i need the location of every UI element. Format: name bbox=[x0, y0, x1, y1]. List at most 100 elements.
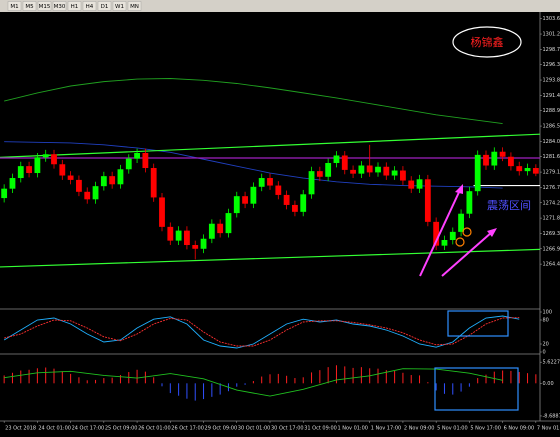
candle-body bbox=[425, 179, 431, 222]
toolbar-label[interactable]: H4 bbox=[86, 4, 94, 10]
bar bbox=[145, 372, 146, 384]
bar bbox=[378, 369, 379, 384]
candle-body bbox=[159, 197, 165, 226]
candle-body bbox=[309, 171, 315, 194]
candle-body bbox=[167, 227, 173, 241]
bar bbox=[87, 380, 88, 383]
candle-body bbox=[34, 157, 40, 173]
bar bbox=[411, 375, 412, 383]
y-tick-label: 0 bbox=[543, 350, 546, 356]
candle-body bbox=[375, 167, 381, 173]
author-label: 杨锦鑫 bbox=[471, 35, 504, 49]
bar bbox=[186, 383, 187, 398]
bar bbox=[486, 375, 487, 384]
candle-body bbox=[442, 240, 448, 246]
candle-body bbox=[334, 155, 340, 163]
candle-body bbox=[242, 196, 248, 204]
y-tick-label: 100 bbox=[543, 310, 553, 316]
candle-body bbox=[1, 189, 7, 198]
candle-body bbox=[93, 186, 99, 199]
x-tick-label: 30 Oct 17:00 bbox=[271, 426, 304, 432]
y-tick-label: 80 bbox=[543, 318, 549, 324]
y-tick-label: 1281.60 bbox=[543, 154, 560, 160]
x-tick-label: 26 Oct 17:00 bbox=[171, 426, 204, 432]
x-tick-label: 30 Oct 01:00 bbox=[238, 426, 271, 432]
bar bbox=[20, 371, 21, 384]
toolbar-label[interactable]: M15 bbox=[39, 4, 51, 10]
candle-body bbox=[84, 192, 90, 200]
toolbar-label[interactable]: M5 bbox=[25, 4, 34, 10]
y-tick-label: 1296.30 bbox=[543, 62, 560, 68]
bar bbox=[477, 378, 478, 383]
bar bbox=[510, 371, 511, 383]
bar bbox=[344, 366, 345, 383]
bar bbox=[494, 372, 495, 384]
x-tick-label: 5 Nov 01:00 bbox=[437, 426, 468, 432]
bar bbox=[12, 373, 13, 384]
bar bbox=[502, 371, 503, 384]
y-tick-label: 1286.50 bbox=[543, 124, 560, 130]
toolbar-label[interactable]: W1 bbox=[115, 4, 124, 10]
bar bbox=[253, 381, 254, 383]
bar bbox=[436, 383, 437, 390]
candle-body bbox=[226, 213, 232, 233]
x-tick-label: 2 Nov 09:00 bbox=[404, 426, 435, 432]
bar bbox=[303, 377, 304, 383]
candle-body bbox=[134, 153, 140, 159]
y-tick-label: -8.6887 bbox=[543, 413, 560, 419]
bar bbox=[236, 383, 237, 386]
candle-body bbox=[209, 224, 215, 239]
toolbar-label[interactable]: M30 bbox=[54, 4, 66, 10]
bar bbox=[353, 368, 354, 383]
candle-body bbox=[275, 186, 281, 195]
x-tick-label: 24 Oct 01:00 bbox=[38, 426, 71, 432]
x-tick-label: 24 Oct 17:00 bbox=[72, 426, 105, 432]
bar bbox=[153, 377, 154, 383]
candle-body bbox=[450, 232, 456, 240]
bar bbox=[319, 370, 320, 383]
candle-body bbox=[533, 168, 539, 174]
toolbar-label[interactable]: M1 bbox=[10, 4, 18, 10]
candle-body bbox=[392, 171, 398, 176]
candle-body bbox=[68, 176, 74, 180]
candle-body bbox=[516, 166, 522, 171]
bar bbox=[112, 378, 113, 384]
y-tick-label: 0.00 bbox=[543, 381, 554, 387]
candle-body bbox=[101, 176, 107, 186]
candle-body bbox=[525, 168, 531, 171]
candle-body bbox=[325, 163, 331, 177]
bar bbox=[37, 368, 38, 383]
y-tick-label: 1301.20 bbox=[543, 32, 560, 38]
toolbar-label[interactable]: D1 bbox=[101, 4, 109, 10]
bar bbox=[4, 375, 5, 383]
candle-body bbox=[358, 166, 364, 174]
bar bbox=[461, 383, 462, 391]
candle-body bbox=[475, 155, 481, 191]
bar bbox=[427, 382, 428, 383]
candle-body bbox=[300, 194, 306, 212]
toolbar-label[interactable]: H1 bbox=[71, 4, 79, 10]
x-tick-label: 25 Oct 09:00 bbox=[105, 426, 138, 432]
x-tick-label: 1 Nov 17:00 bbox=[371, 426, 402, 432]
y-tick-label: 1291.40 bbox=[543, 93, 560, 99]
candle-body bbox=[18, 166, 24, 178]
bar bbox=[78, 377, 79, 383]
candle-body bbox=[184, 231, 190, 245]
candle-body bbox=[466, 191, 472, 214]
y-tick-label: 1276.70 bbox=[543, 185, 560, 191]
bar bbox=[70, 374, 71, 383]
bar bbox=[203, 383, 204, 399]
y-tick-label: 1269.35 bbox=[543, 231, 560, 237]
candle-body bbox=[151, 168, 157, 197]
candle-body bbox=[267, 178, 273, 186]
toolbar-label[interactable]: MN bbox=[130, 4, 139, 10]
candle-body bbox=[400, 171, 406, 181]
x-tick-label: 29 Oct 09:00 bbox=[205, 426, 238, 432]
bar bbox=[419, 375, 420, 383]
y-tick-label: 1303.65 bbox=[543, 16, 560, 22]
x-tick-label: 7 Nov 01:00 bbox=[537, 426, 560, 432]
candle-body bbox=[234, 196, 240, 213]
candle-body bbox=[367, 166, 373, 173]
bar bbox=[45, 368, 46, 384]
